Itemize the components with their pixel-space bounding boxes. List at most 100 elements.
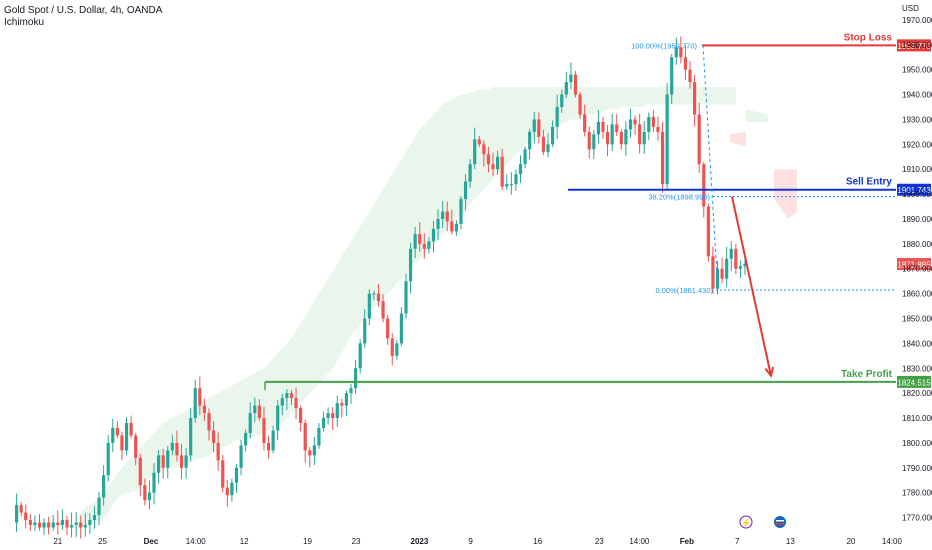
candle-body — [541, 136, 546, 152]
candle-body — [523, 149, 527, 165]
time-tick-label: 7 — [735, 537, 740, 546]
candle-body — [734, 248, 738, 269]
candle-body — [674, 47, 678, 58]
candle-body — [308, 450, 312, 456]
candle-body — [555, 106, 559, 127]
candle-body — [537, 119, 541, 137]
indicator-label[interactable]: Ichimoku — [4, 17, 45, 28]
cloud-area — [76, 87, 736, 530]
candle-body — [514, 174, 518, 185]
candle-body — [363, 318, 367, 344]
projection-arrow — [731, 196, 775, 378]
candle-body — [683, 57, 688, 70]
candle-body — [124, 423, 129, 451]
candle-body — [97, 497, 101, 516]
time-tick-label: 25 — [98, 537, 107, 546]
candle-body — [211, 430, 216, 443]
candle-body — [349, 388, 353, 394]
candle-body — [193, 388, 197, 419]
candle-body — [569, 74, 573, 83]
candle-body — [532, 119, 536, 132]
price-tick-label: 1940.000 — [902, 91, 932, 100]
candle-body — [138, 457, 142, 486]
time-tick-label: 14:00 — [629, 537, 650, 546]
time-tick-label: 9 — [468, 537, 473, 546]
cloud-bull-patch — [746, 109, 768, 122]
candle-body — [564, 82, 568, 95]
candle-body — [441, 211, 445, 219]
candle-body — [147, 492, 152, 501]
candle-body — [505, 184, 509, 187]
candle-body — [592, 134, 596, 150]
price-tick-label: 1970.000 — [902, 16, 932, 25]
candle-body — [47, 522, 51, 528]
price-tick-label: 1920.000 — [902, 140, 932, 149]
price-tick-label: 1950.000 — [902, 66, 932, 75]
price-tick-label: 1870.000 — [902, 265, 932, 274]
current-price-label: 1871.885 — [897, 261, 931, 270]
candle-body — [605, 131, 610, 145]
price-tick-label: 1900.000 — [902, 190, 932, 199]
candle-body — [276, 405, 280, 431]
candle-body — [473, 139, 477, 165]
candle-body — [702, 164, 706, 207]
candle-body — [14, 505, 19, 523]
candle-body — [19, 505, 23, 513]
candle-body — [74, 522, 78, 526]
candle-body — [79, 522, 83, 528]
candle-body — [725, 258, 729, 279]
take-profit-price-label: 1824.515 — [897, 378, 931, 387]
candles — [14, 36, 747, 539]
candle-body — [395, 343, 399, 356]
price-tick-label: 1800.000 — [902, 439, 932, 448]
candle-body — [399, 313, 404, 344]
flash-event-icon — [739, 515, 753, 529]
price-tick-label: 1810.000 — [902, 414, 932, 423]
cloud-bear-patch — [730, 131, 746, 147]
candle-body — [656, 126, 660, 132]
sell-entry-price-tag — [897, 183, 931, 196]
candle-body — [83, 525, 87, 528]
time-tick-label: 23 — [352, 537, 361, 546]
time-tick-label: Feb — [680, 537, 694, 546]
candle-body — [198, 388, 202, 406]
candle-body — [743, 263, 747, 267]
candle-body — [660, 131, 665, 185]
price-tick-label: 1890.000 — [902, 215, 932, 224]
candle-body — [88, 520, 92, 526]
candle-body — [422, 243, 426, 249]
candle-body — [184, 455, 188, 468]
candle-body — [619, 131, 623, 145]
candle-body — [340, 403, 344, 406]
time-tick-label: 16 — [533, 537, 542, 546]
candle-body — [358, 343, 362, 369]
time-tick-label: 2023 — [411, 537, 429, 546]
candle-body — [573, 74, 578, 95]
candle-body — [436, 218, 440, 229]
candle-body — [482, 144, 486, 155]
stop-loss-label: Stop Loss — [844, 32, 893, 43]
take-profit-price-tag — [897, 375, 931, 388]
candle-body — [225, 487, 229, 496]
time-axis: 21 25 Dec 14:00 12 19 23 2023 9 16 23 14:00 Feb 7 13 20… — [53, 537, 902, 546]
price-tick-label: 1910.000 — [902, 165, 932, 174]
candle-body — [170, 442, 174, 451]
time-tick-label: 13 — [786, 537, 795, 546]
candle-body — [166, 450, 170, 468]
time-tick-label: 21 — [53, 537, 62, 546]
trade-levels: Stop Loss Sell Entry Take Profit — [264, 32, 896, 390]
candle-body — [143, 485, 147, 501]
candle-body — [331, 413, 335, 419]
candle-body — [381, 301, 385, 319]
candle-body — [477, 139, 481, 145]
candle-body — [321, 418, 326, 428]
candle-body — [665, 94, 669, 185]
sell-entry-price-label: 1901.743 — [897, 186, 931, 195]
candle-body — [693, 82, 697, 115]
candle-body — [262, 418, 266, 443]
candle-body — [633, 119, 637, 125]
candle-body — [638, 124, 642, 145]
candle-body — [239, 445, 243, 468]
event-icons: ⚡ — [739, 515, 786, 529]
